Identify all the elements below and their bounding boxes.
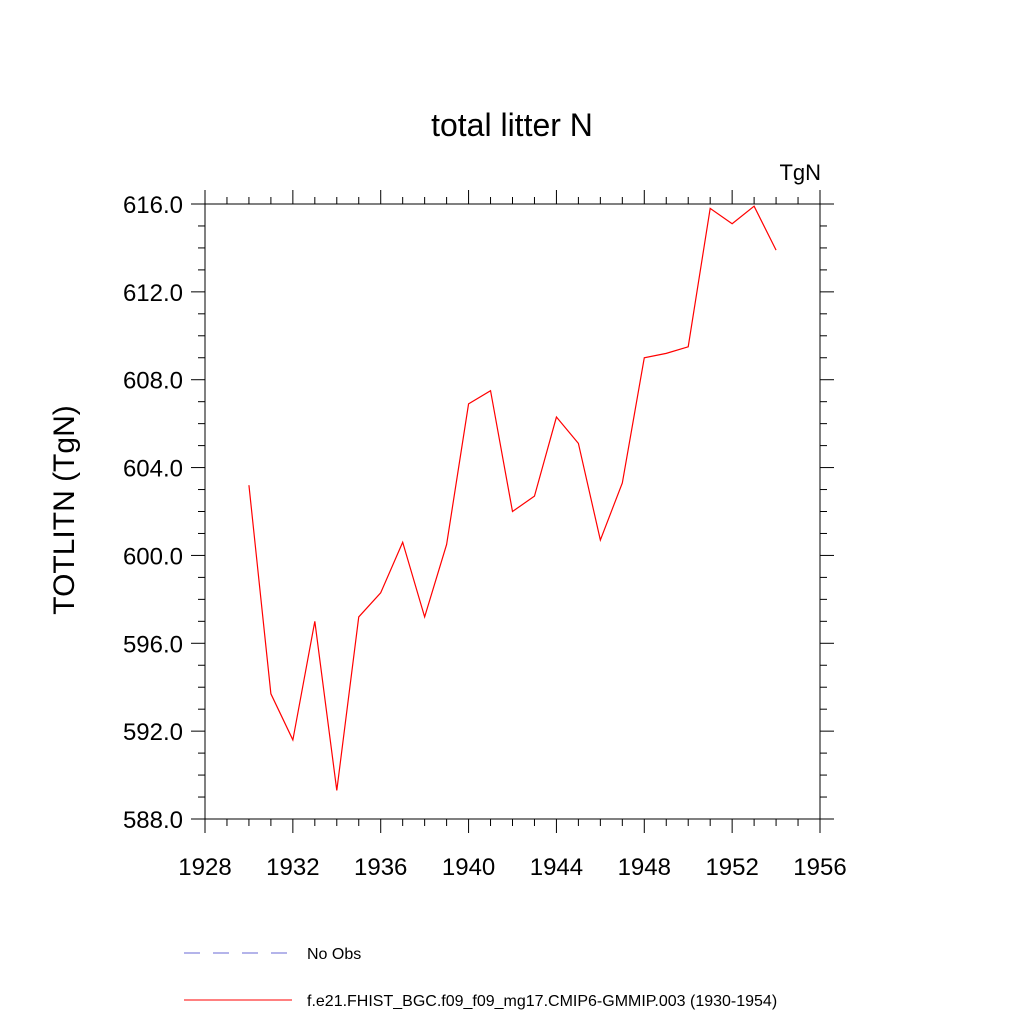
y-tick-label: 588.0 [123, 807, 183, 834]
y-tick-label: 612.0 [123, 280, 183, 307]
x-tick-label: 1944 [530, 854, 583, 881]
y-tick-label: 592.0 [123, 719, 183, 746]
y-axis-title: TOTLITN (TgN) [48, 405, 81, 614]
y-tick-label: 604.0 [123, 456, 183, 483]
plot-axes: 1928 1932 1936 1940 1944 1948 1952 1956 588.0 592… [123, 190, 847, 881]
y-tick-label: 600.0 [123, 543, 183, 570]
x-tick-label: 1948 [618, 854, 671, 881]
x-tick-label: 1928 [178, 854, 231, 881]
y-tick-label: 596.0 [123, 631, 183, 658]
x-tick-label: 1932 [266, 854, 319, 881]
x-tick-label: 1936 [354, 854, 407, 881]
series-line [248, 205, 777, 791]
x-tick-label: 1956 [793, 854, 846, 881]
x-tick-label: 1940 [442, 854, 495, 881]
chart-title: total litter N [431, 107, 593, 143]
legend-label: f.e21.FHIST_BGC.f09_f09_mg17.CMIP6-GMMIP… [307, 993, 777, 1010]
plot-series [248, 205, 777, 791]
legend: No Obs f.e21.FHIST_BGC.f09_f09_mg17.CMIP6… [184, 946, 777, 1010]
y-tick-label: 616.0 [123, 192, 183, 219]
x-tick-label: 1952 [705, 854, 758, 881]
legend-label: No Obs [307, 946, 361, 963]
y-tick-label: 608.0 [123, 368, 183, 395]
units-label: TgN [779, 160, 821, 185]
